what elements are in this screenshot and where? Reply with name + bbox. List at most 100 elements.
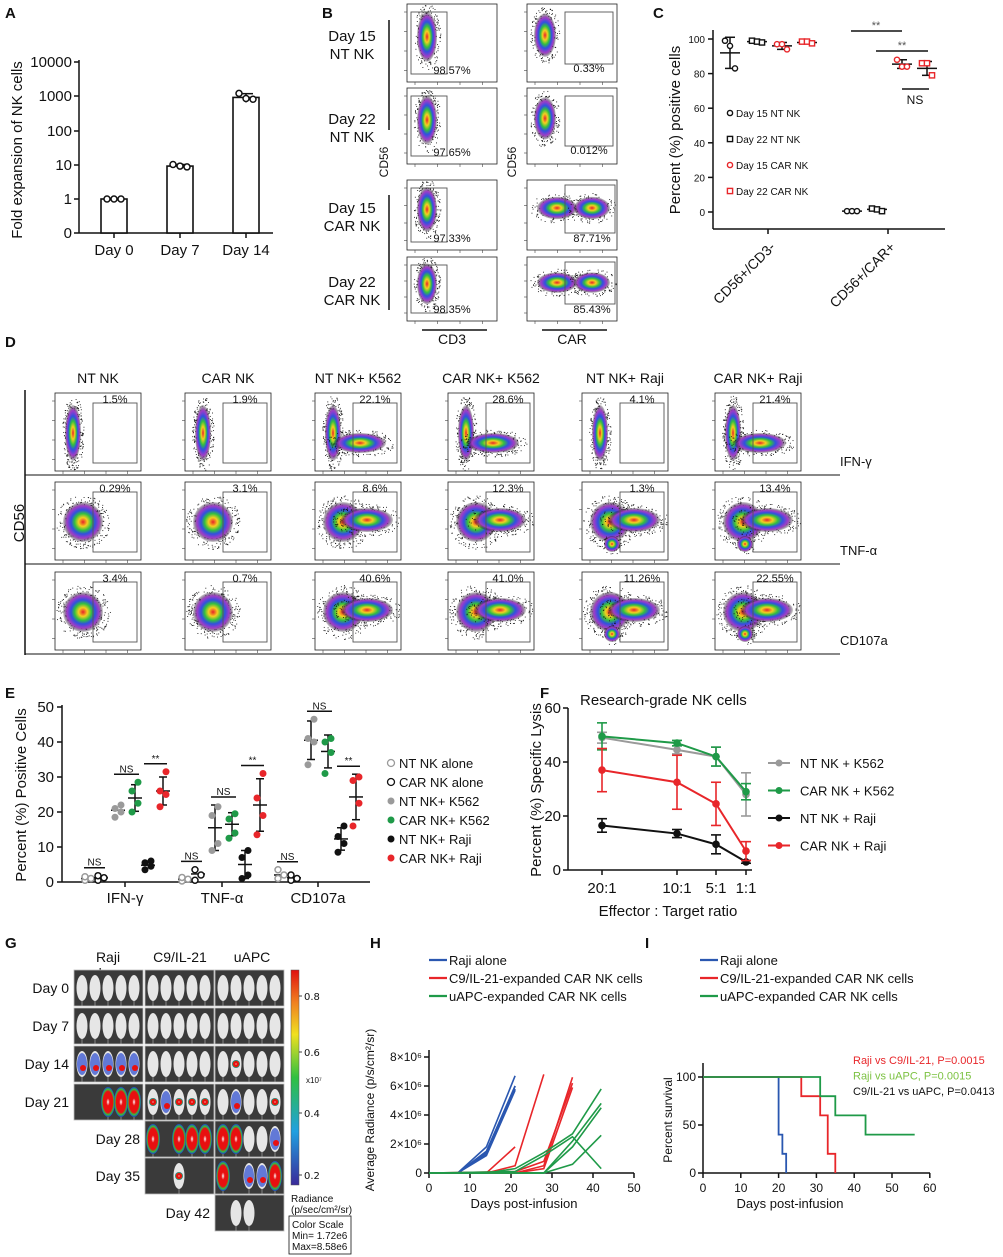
- event-dot: [76, 407, 78, 409]
- event-dot: [725, 459, 727, 461]
- event-dot: [434, 63, 436, 65]
- event-dot: [417, 299, 419, 301]
- significance-label: **: [872, 20, 881, 32]
- event-dot: [437, 122, 438, 124]
- event-dot: [460, 403, 462, 405]
- event-dot: [610, 290, 612, 292]
- event-dot: [437, 137, 438, 139]
- event-dot: [483, 455, 485, 457]
- event-dot: [742, 419, 744, 421]
- event-dot: [193, 438, 195, 440]
- event-dot: [224, 540, 226, 542]
- flow-plot: [404, 179, 498, 253]
- event-dot: [551, 54, 553, 56]
- event-dot: [456, 415, 458, 417]
- event-dot: [556, 38, 558, 39]
- event-dot: [63, 536, 65, 538]
- event-dot: [739, 453, 741, 455]
- event-dot: [722, 437, 724, 439]
- event-dot: [436, 15, 438, 17]
- event-dot: [77, 543, 79, 545]
- event-dot: [75, 459, 76, 461]
- event-dot: [724, 409, 726, 411]
- event-dot: [457, 433, 459, 435]
- event-dot: [432, 182, 434, 184]
- event-dot: [323, 441, 325, 443]
- event-dot: [470, 453, 472, 455]
- legend-label: Day 22 NT NK: [736, 135, 801, 146]
- event-dot: [566, 269, 568, 271]
- y-tick-label: 80: [694, 70, 706, 81]
- event-dot: [75, 502, 77, 504]
- x-tick-label: Day 14: [222, 242, 270, 259]
- event-dot: [63, 418, 65, 420]
- event-dot: [69, 461, 71, 463]
- event-dot: [422, 263, 424, 265]
- gate: [564, 261, 616, 305]
- legend-marker: [726, 161, 734, 169]
- event-dot: [416, 55, 418, 57]
- event-dot: [584, 291, 586, 293]
- event-dot: [532, 21, 533, 23]
- event-dot: [729, 466, 731, 468]
- event-dot: [70, 539, 71, 541]
- event-dot: [606, 457, 608, 459]
- event-dot: [563, 294, 565, 296]
- event-dot: [734, 461, 735, 463]
- event-dot: [66, 454, 68, 456]
- event-dot: [430, 12, 432, 14]
- event-dot: [324, 426, 326, 428]
- event-dot: [388, 438, 389, 439]
- event-dot: [573, 275, 575, 277]
- event-dot: [458, 416, 460, 418]
- event-dot: [541, 58, 543, 59]
- event-dot: [107, 524, 109, 526]
- event-dot: [82, 440, 83, 442]
- event-dot: [81, 435, 83, 437]
- event-dot: [588, 195, 590, 197]
- event-dot: [439, 126, 441, 128]
- event-dot: [591, 420, 593, 422]
- event-dot: [558, 25, 560, 27]
- event-dot: [206, 459, 208, 461]
- event-dot: [335, 448, 337, 450]
- event-dot: [609, 449, 611, 451]
- legend-marker: [726, 109, 734, 117]
- event-dot: [339, 452, 341, 454]
- event-dot: [549, 58, 551, 60]
- event-dot: [82, 547, 84, 549]
- event-dot: [729, 461, 731, 463]
- event-dot: [356, 430, 357, 432]
- event-dot: [374, 455, 376, 457]
- event-dot: [68, 459, 70, 461]
- event-dot: [236, 519, 238, 521]
- event-dot: [426, 232, 427, 234]
- density-blob: [417, 11, 437, 62]
- event-dot: [437, 27, 439, 29]
- event-dot: [229, 507, 231, 508]
- event-dot: [432, 93, 434, 95]
- event-dot: [615, 283, 617, 285]
- event-dot: [103, 537, 105, 538]
- event-dot: [234, 509, 236, 511]
- event-dot: [440, 35, 442, 37]
- event-dot: [428, 91, 430, 93]
- event-dot: [199, 402, 200, 404]
- event-dot: [729, 463, 731, 465]
- x-axis-label: CD3: [438, 331, 466, 347]
- event-dot: [552, 100, 554, 101]
- event-dot: [195, 412, 197, 414]
- event-dot: [577, 293, 579, 294]
- event-dot: [78, 501, 80, 503]
- event-dot: [63, 421, 65, 423]
- event-dot: [418, 101, 420, 103]
- event-dot: [358, 455, 360, 457]
- event-dot: [486, 455, 488, 457]
- event-dot: [788, 437, 790, 438]
- event-dot: [79, 415, 81, 417]
- event-dot: [436, 191, 438, 193]
- event-dot: [545, 11, 547, 12]
- event-dot: [765, 454, 767, 456]
- event-dot: [212, 546, 214, 548]
- event-dot: [432, 259, 434, 261]
